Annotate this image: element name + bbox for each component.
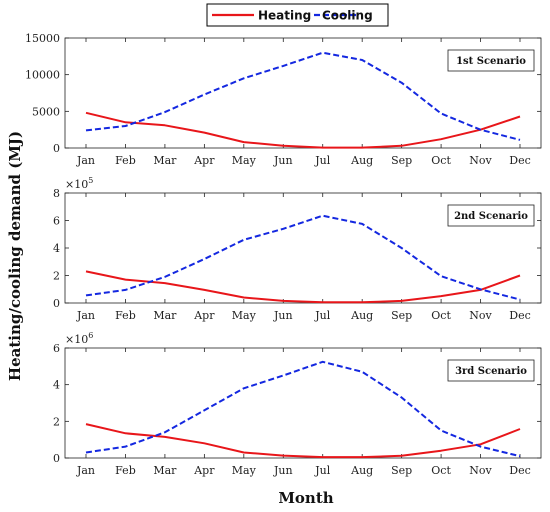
x-tick-label: Mar — [153, 464, 177, 477]
x-tick-label: Jan — [76, 464, 95, 477]
y-multiplier: ×105 — [65, 176, 93, 191]
panel-1: 0 5000 10000 15000 Jan Feb Mar Apr May Jun Jul Aug S… — [25, 32, 542, 167]
x-axis-label: Month — [278, 489, 333, 507]
x-tick-label: May — [232, 309, 257, 322]
legend-cooling-label: Cooling — [322, 9, 373, 23]
x-tick-label: Apr — [193, 154, 215, 167]
panel-3: 0 2 4 6 Jan Feb Mar Apr May Jun Jul Aug Sep Oct Nov Dec… — [53, 331, 542, 477]
x-tick-label: Jun — [273, 154, 293, 167]
y-axis-label: Heating/cooling demand (MJ) — [6, 131, 24, 381]
y-tick-label: 0 — [53, 142, 60, 155]
y-tick-label: 2 — [53, 415, 60, 428]
x-tick-label: Jun — [273, 464, 293, 477]
x-tick-label: Feb — [115, 309, 136, 322]
y-tick-label: 5000 — [32, 105, 60, 118]
y-tick-label: 2 — [53, 270, 60, 283]
x-tick-label: Sep — [391, 464, 412, 477]
x-tick-label: Dec — [509, 309, 531, 322]
x-tick-label: Jul — [314, 154, 330, 167]
x-tick-label: Jun — [273, 309, 293, 322]
series-line-cooling — [85, 51, 521, 141]
scenario-box — [447, 49, 535, 72]
y-tick-label: 6 — [53, 215, 60, 228]
x-tick-label: Jul — [314, 464, 330, 477]
x-tick-label: Mar — [153, 154, 177, 167]
x-tick-label: Nov — [469, 154, 492, 167]
x-tick-label: Aug — [350, 464, 373, 477]
series-line-cooling — [85, 214, 521, 301]
y-tick-label: 10000 — [25, 69, 60, 82]
x-tick-label: Apr — [193, 464, 215, 477]
x-tick-label: Aug — [350, 309, 373, 322]
legend: Heating Cooling — [206, 3, 389, 27]
y-tick-label: 0 — [53, 452, 60, 465]
y-tick-label: 0 — [53, 297, 60, 310]
y-tick-label: 4 — [53, 379, 60, 392]
y-tick-label: 4 — [53, 242, 60, 255]
x-tick-label: Sep — [391, 154, 412, 167]
x-tick-label: May — [232, 154, 257, 167]
y-tick-label: 6 — [53, 342, 60, 355]
series-line-heating — [85, 111, 521, 149]
x-tick-label: Dec — [509, 464, 531, 477]
x-tick-label: Feb — [115, 464, 136, 477]
y-tick-label: 8 — [53, 187, 60, 200]
x-tick-label: Jul — [314, 309, 330, 322]
x-tick-label: Jan — [76, 154, 95, 167]
scenario-box — [447, 359, 535, 382]
legend-box — [206, 3, 389, 27]
x-tick-label: May — [232, 464, 257, 477]
panels: 0 5000 10000 15000 Jan Feb Mar Apr May Jun Jul Aug S… — [25, 32, 542, 477]
x-tick-label: Nov — [469, 464, 492, 477]
scenario-label: 2nd Scenario — [454, 211, 528, 222]
x-tick-label: Sep — [391, 309, 412, 322]
scenario-box — [447, 204, 535, 227]
x-tick-label: Oct — [431, 464, 451, 477]
scenario-label: 3rd Scenario — [455, 366, 527, 377]
plot-area-frame — [64, 347, 542, 459]
scenario-label: 1st Scenario — [456, 56, 526, 67]
series-line-heating — [85, 423, 521, 459]
y-multiplier: ×106 — [65, 331, 93, 346]
x-tick-label: Oct — [431, 154, 451, 167]
x-tick-label: Oct — [431, 309, 451, 322]
legend-heating-label: Heating — [258, 9, 311, 23]
plot-area-frame — [64, 37, 542, 149]
y-tick-label: 15000 — [25, 32, 60, 45]
panel-2: 0 2 4 6 8 Jan Feb Mar Apr May Jun Jul Aug Sep Oct Nov De… — [53, 176, 542, 322]
x-tick-label: Jan — [76, 309, 95, 322]
x-tick-label: Feb — [115, 154, 136, 167]
x-tick-label: Aug — [350, 154, 373, 167]
x-tick-label: Mar — [153, 309, 177, 322]
x-tick-label: Nov — [469, 309, 492, 322]
series-line-cooling — [85, 360, 521, 458]
x-tick-label: Dec — [509, 154, 531, 167]
series-line-heating — [85, 270, 521, 304]
x-tick-label: Apr — [193, 309, 215, 322]
